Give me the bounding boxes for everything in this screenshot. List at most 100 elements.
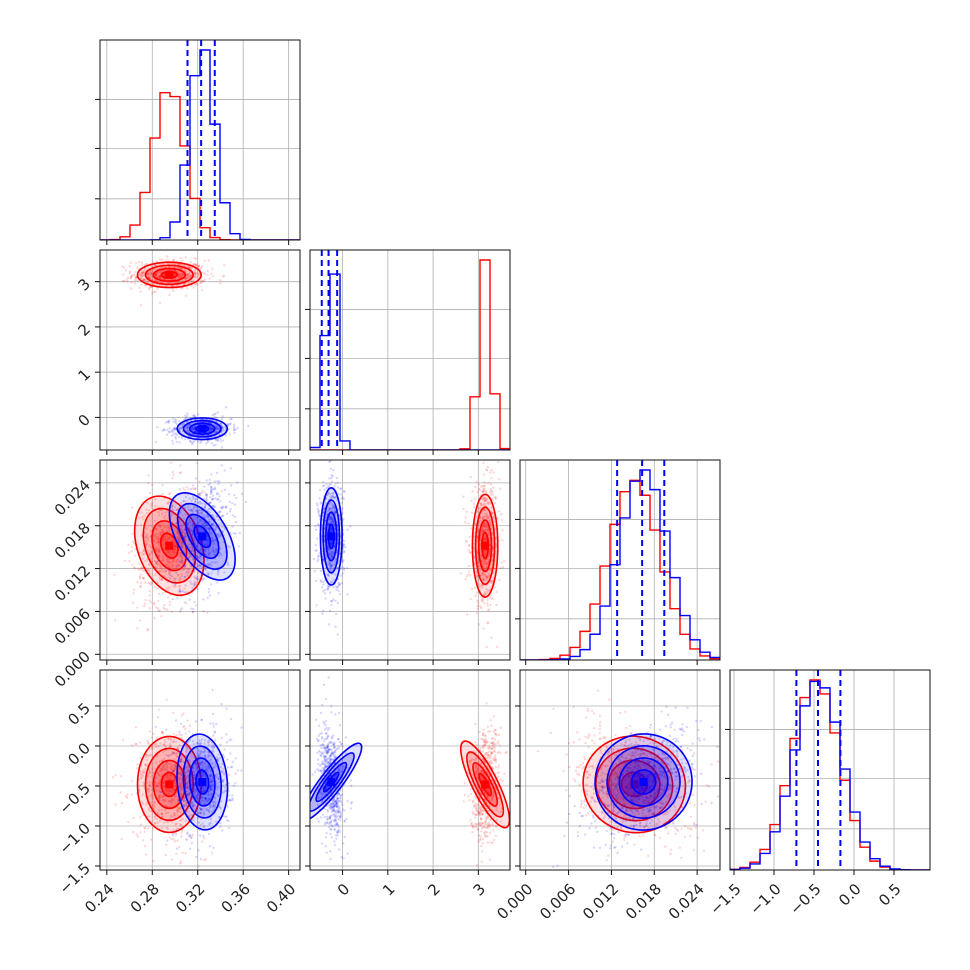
sample-point [146, 273, 149, 276]
sample-point [197, 440, 200, 443]
sample-point [188, 519, 191, 522]
sample-point [156, 587, 159, 590]
sample-point [195, 554, 198, 557]
sample-point [129, 276, 133, 280]
density-peak [198, 424, 207, 433]
sample-point [150, 273, 153, 276]
sample-point [164, 514, 167, 518]
sample-point [164, 570, 168, 573]
sample-point [485, 574, 488, 578]
sample-point [188, 724, 192, 727]
sample-point [179, 427, 182, 430]
sample-point [151, 827, 155, 830]
sample-point [464, 539, 467, 542]
sample-point [198, 564, 202, 567]
sample-point [483, 568, 487, 571]
sample-point [142, 577, 146, 580]
sample-point [159, 276, 162, 279]
sample-point [207, 573, 210, 576]
sample-point [179, 590, 182, 593]
sample-point [193, 551, 196, 554]
sample-point [342, 546, 345, 549]
sample-point [177, 845, 181, 849]
panel-frame [99, 459, 301, 661]
sample-point [210, 427, 213, 430]
sample-point [140, 566, 144, 569]
sample-point [158, 563, 162, 567]
sample-point [186, 573, 189, 577]
sample-point [203, 558, 206, 561]
sample-point [161, 484, 164, 487]
sample-point [186, 719, 189, 722]
sample-point [213, 488, 217, 491]
sample-point [236, 426, 239, 430]
sample-point [316, 559, 320, 563]
sample-point [142, 549, 145, 552]
histogram-line [730, 680, 930, 870]
sample-point [209, 427, 213, 430]
sample-point [487, 516, 491, 519]
sample-point [490, 527, 493, 530]
sample-point [160, 614, 163, 618]
sample-point [222, 526, 226, 529]
sample-point [459, 572, 462, 575]
sample-point [336, 586, 339, 589]
sample-point [211, 688, 214, 692]
sample-point [145, 508, 148, 511]
sample-point [336, 566, 339, 570]
sample-point [214, 430, 218, 433]
sample-point [314, 543, 318, 547]
sample-point [492, 471, 495, 474]
sample-point [139, 274, 143, 277]
histogram-panel-3 [725, 669, 931, 875]
sample-point [168, 430, 171, 434]
sample-point [327, 574, 331, 578]
histogram-line [100, 91, 300, 240]
sample-point [218, 510, 222, 513]
panel-frame [99, 249, 301, 451]
sample-point [206, 527, 210, 530]
sample-point [212, 515, 215, 519]
sample-point [190, 535, 193, 539]
sample-point [192, 413, 196, 417]
sample-point [484, 498, 487, 501]
sample-point [140, 263, 144, 266]
sample-point [197, 565, 201, 568]
density-contour [176, 417, 229, 441]
sample-point [217, 554, 221, 558]
sample-point [481, 563, 484, 566]
sample-point [482, 504, 486, 507]
sample-point [481, 565, 485, 568]
sample-point [147, 281, 150, 284]
sample-point [150, 580, 153, 583]
sample-point [140, 283, 143, 287]
sample-point [216, 573, 220, 576]
sample-point [217, 497, 220, 501]
sample-point [122, 279, 126, 283]
sample-point [157, 547, 160, 551]
sample-point [167, 526, 170, 529]
sample-point [179, 554, 183, 558]
sample-point [482, 529, 486, 532]
sample-point [214, 497, 217, 500]
sample-point [192, 569, 196, 573]
sample-point [494, 545, 498, 548]
sample-point [322, 583, 325, 586]
sample-point [167, 265, 171, 269]
sample-point [199, 511, 202, 514]
sample-point [160, 577, 164, 581]
sample-point [210, 426, 213, 429]
sample-point [120, 837, 123, 841]
sample-point [176, 284, 179, 287]
sample-point [220, 417, 223, 421]
sample-point [486, 598, 489, 602]
sample-point [196, 509, 199, 512]
sample-point [134, 547, 137, 551]
sample-point [233, 431, 236, 434]
sample-point [195, 532, 199, 535]
sample-point [178, 584, 182, 588]
sample-point [215, 416, 219, 420]
sample-point [341, 572, 345, 575]
sample-point [154, 273, 157, 277]
sample-point [189, 529, 193, 532]
